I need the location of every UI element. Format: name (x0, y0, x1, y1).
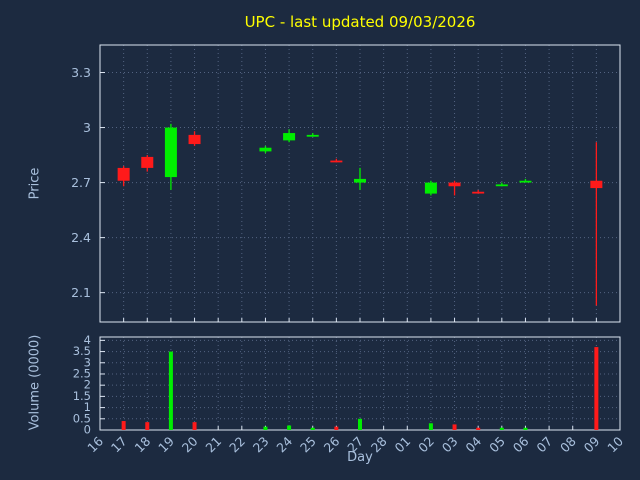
x-tick-label: 03 (439, 434, 461, 456)
volume-tick-label: 2 (84, 378, 91, 392)
candle-body (117, 167, 130, 181)
x-tick-label: 05 (486, 434, 508, 456)
volume-tick-label: 1 (84, 400, 91, 414)
x-tick-label: 17 (108, 434, 130, 456)
x-tick-label: 22 (226, 434, 248, 456)
x-axis-label: Day (347, 450, 373, 465)
volume-bar (523, 427, 528, 430)
volume-tick-label: 3 (84, 355, 91, 369)
x-tick-label: 19 (155, 433, 177, 455)
price-tick-label: 2.1 (71, 285, 91, 300)
volume-bar (334, 426, 339, 430)
volume-bar (121, 421, 126, 430)
candle-body (354, 178, 366, 183)
volume-bar (145, 422, 150, 430)
x-tick-label: 24 (273, 433, 295, 455)
x-tick-label: 02 (415, 434, 437, 456)
candle-body (188, 134, 201, 145)
volume-bar (594, 347, 599, 430)
x-tick-label: 09 (581, 433, 603, 455)
candle-body (306, 134, 319, 137)
candle-body (330, 160, 343, 163)
volume-bar (287, 425, 292, 430)
candle-body (424, 182, 437, 194)
volume-tick-label: 0 (84, 423, 91, 437)
volume-tick-label: 1.5 (73, 389, 91, 403)
x-tick-label: 26 (321, 433, 343, 455)
price-tick-label: 2.7 (71, 175, 91, 190)
x-tick-label: 08 (557, 433, 579, 455)
candle-body (519, 180, 532, 183)
candle-body (590, 180, 603, 189)
candle-body (448, 182, 461, 187)
volume-bar (452, 424, 457, 430)
candle-body (141, 156, 154, 168)
price-tick-label: 3.3 (71, 65, 91, 80)
candle-body (164, 127, 177, 178)
volume-bar (263, 426, 268, 430)
volume-panel-frame (99, 336, 621, 431)
price-panel-frame (99, 44, 621, 323)
candle-body (259, 147, 272, 152)
x-tick-label: 27 (344, 434, 366, 456)
x-tick-label: 06 (510, 433, 532, 455)
price-tick-label: 3 (83, 120, 91, 135)
price-tick-label: 2.4 (71, 230, 91, 245)
volume-bar (310, 427, 315, 430)
candle-body (283, 133, 296, 141)
x-tick-label: 04 (462, 433, 484, 455)
x-tick-label: 01 (392, 434, 414, 456)
candle-body (472, 191, 485, 194)
x-tick-label: 07 (533, 434, 555, 456)
volume-bar (499, 427, 504, 430)
volume-tick-label: 3.5 (73, 344, 91, 358)
volume-tick-label: 0.5 (73, 411, 91, 425)
x-tick-label: 28 (368, 433, 390, 455)
volume-tick-label: 4 (84, 333, 91, 347)
volume-bar (358, 418, 362, 430)
x-tick-label: 18 (132, 433, 154, 455)
volume-tick-label: 2.5 (73, 366, 91, 380)
volume-bar (192, 422, 197, 430)
candle-body (495, 184, 508, 187)
x-tick-label: 25 (297, 434, 319, 456)
volume-bar (476, 427, 481, 430)
x-tick-label: 20 (179, 433, 201, 455)
x-tick-label: 10 (604, 433, 626, 455)
x-tick-label: 21 (202, 434, 224, 456)
x-tick-label: 23 (250, 434, 272, 456)
chart-title: UPC - last updated 09/03/2026 (244, 13, 476, 31)
volume-bar (168, 351, 173, 430)
volume-bar (428, 423, 433, 430)
x-tick-label: 16 (84, 433, 106, 455)
